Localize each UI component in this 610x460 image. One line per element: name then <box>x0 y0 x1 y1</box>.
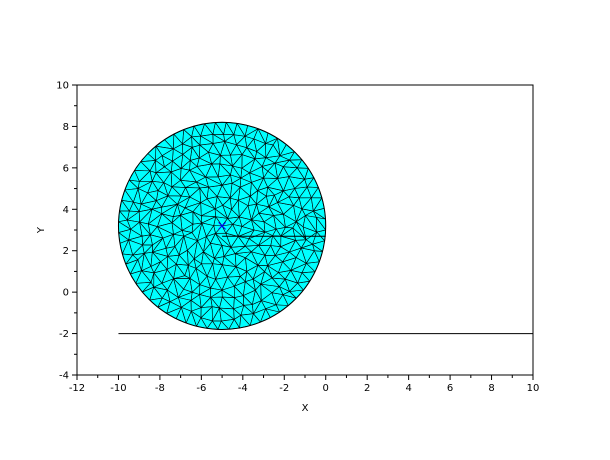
markers-layer <box>218 222 226 230</box>
x-tick-label: 6 <box>447 383 453 394</box>
x-tick-label: -12 <box>69 383 85 394</box>
x-axis: -12 -10 -8 -6 -4 -2 0 2 4 6 8 10 <box>69 375 540 394</box>
y-axis-label: Y <box>36 226 47 234</box>
y-tick-label: 4 <box>63 205 69 216</box>
y-tick-label: 6 <box>63 163 69 174</box>
y-tick-label: 8 <box>63 122 69 133</box>
y-tick-label: 0 <box>63 288 69 299</box>
x-tick-label: 8 <box>488 383 494 394</box>
y-axis: -4 -2 0 2 4 6 8 10 <box>56 81 77 382</box>
lines-layer <box>118 235 533 335</box>
data-point-marker <box>218 222 226 230</box>
y-tick-label: -2 <box>59 329 69 340</box>
x-tick-label: 2 <box>364 383 370 394</box>
x-tick-label: -8 <box>155 383 165 394</box>
x-tick-label: 10 <box>527 383 540 394</box>
y-tick-label: 10 <box>56 81 69 92</box>
y-tick-label: -4 <box>59 371 69 382</box>
x-tick-label: -2 <box>279 383 289 394</box>
x-tick-label: 4 <box>405 383 411 394</box>
x-tick-label: -4 <box>238 383 248 394</box>
y-tick-label: 2 <box>63 246 69 257</box>
mesh-boundary <box>117 121 327 330</box>
x-axis-label: X <box>302 403 309 414</box>
x-tick-label: 0 <box>323 383 329 394</box>
mesh-layer <box>117 121 327 330</box>
x-tick-label: -10 <box>110 383 126 394</box>
x-tick-label: -6 <box>196 383 206 394</box>
